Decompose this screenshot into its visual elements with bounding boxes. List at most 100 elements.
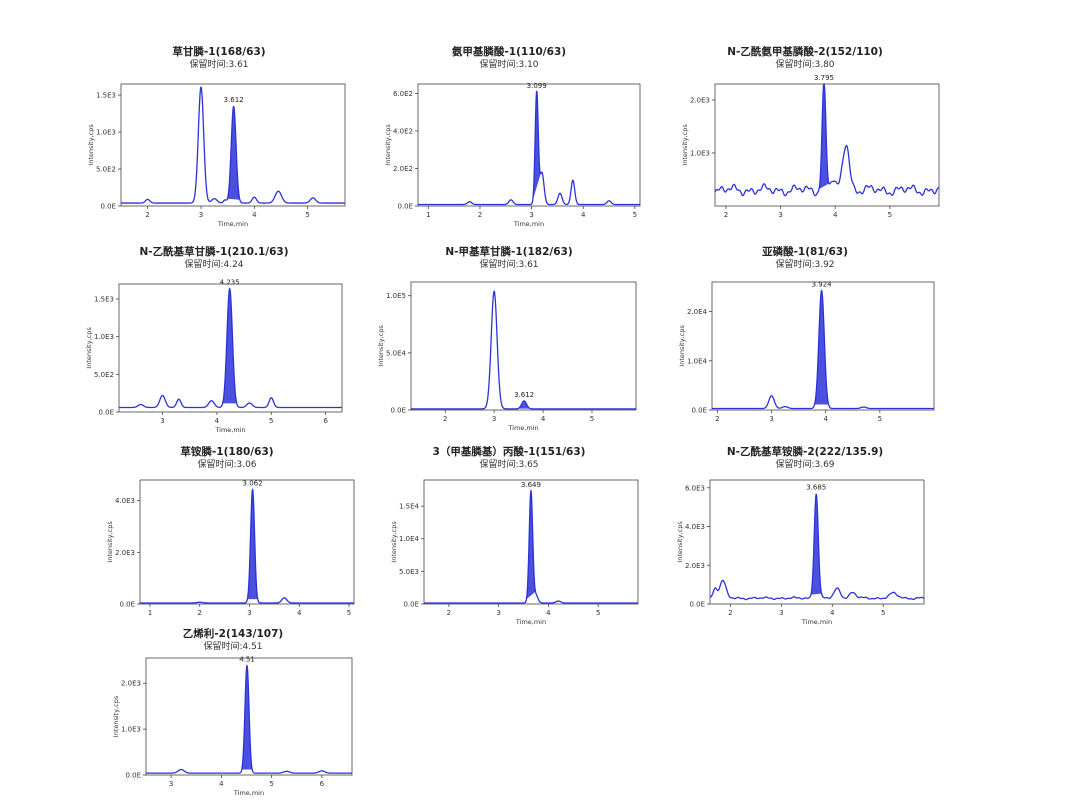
y-tick-label: 2.0E3 (121, 680, 141, 688)
y-axis-label: Intensity,cps (85, 327, 93, 369)
chart-panel-8: 3（甲基膦基）丙酸-1(151/63) 保留时间:3.65 0.0E 5.0E3 1… (368, 444, 650, 634)
x-tick-label: 4 (297, 609, 302, 617)
x-tick-label: 5 (269, 780, 273, 788)
chart-subtitle: 保留时间:3.69 (775, 460, 835, 470)
x-axis-label: Time,min (801, 618, 832, 626)
y-tick-label: 5.0E2 (96, 166, 116, 174)
peak-label: 3.612 (514, 391, 534, 399)
chromatogram-trace (139, 488, 355, 604)
y-tick-label: 1.0E3 (121, 726, 141, 734)
x-tick-label: 3 (778, 211, 782, 219)
chart-plot: 0.0E 5.0E2 1.0E3 1.5E3 2 3 4 5 Time,min Intensity… (87, 83, 346, 228)
chart-panel-7: 草铵膦-1(180/63) 保留时间:3.06 0.0E 2.0E3 4.0E3 1 2… (90, 444, 364, 634)
x-tick-label: 3 (247, 609, 251, 617)
chart-title: 亚磷酸-1(81/63) (762, 246, 848, 258)
plot-frame (410, 281, 637, 411)
y-tick-label: 5.0E3 (399, 568, 419, 576)
x-tick-label: 3 (529, 211, 533, 219)
y-tick-label: 2.0E3 (690, 96, 710, 104)
chart-title: 草甘膦-1(168/63) (172, 46, 266, 58)
y-axis-label: Intensity,cps (390, 521, 398, 563)
plot-frame (709, 479, 925, 605)
y-tick-label: 5.0E4 (386, 349, 407, 357)
chromatogram-trace (410, 290, 637, 410)
y-tick-label: 4.0E3 (685, 523, 705, 531)
x-tick-label: 2 (145, 211, 149, 219)
chart-panel-3: N-乙酰氨甲基膦酸-2(152/110) 保留时间:3.80 1.0E3 2.0E… (664, 44, 946, 234)
x-tick-label: 4 (546, 609, 551, 617)
integrated-peak-area (814, 290, 829, 405)
chart-panel-5: N-甲基草甘膦-1(182/63) 保留时间:3.61 0.0E 5.0E4 1.0… (368, 244, 650, 439)
x-tick-label: 2 (197, 609, 201, 617)
y-tick-label: 1.5E4 (399, 503, 420, 511)
y-tick-label: 0.0E (390, 407, 406, 415)
chart-plot: 0.0E 5.0E3 1.0E4 1.5E4 2 3 4 5 Time,min Intensity… (390, 479, 639, 626)
chart-plot: 1.0E3 2.0E3 2 3 4 5 Intensity,cps 3.795 (681, 74, 940, 219)
y-axis-label: Intensity,cps (87, 124, 95, 166)
x-axis-label: Time,min (233, 789, 264, 797)
x-tick-label: 3 (160, 417, 164, 425)
y-axis-label: Intensity,cps (676, 521, 684, 563)
chart-panel-9: N-乙酰基草铵膦-2(222/135.9) 保留时间:3.69 0.0E 2.0E… (664, 444, 946, 634)
x-tick-label: 3 (199, 211, 203, 219)
chart-subtitle: 保留时间:3.80 (775, 60, 835, 70)
x-tick-label: 4 (541, 415, 546, 423)
chart-panel-2: 氨甲基膦酸-1(110/63) 保留时间:3.10 0.0E 2.0E2 4.0E2… (368, 44, 650, 234)
chart-title: N-乙酰基草甘膦-1(210.1/63) (139, 246, 289, 258)
y-tick-label: 1.5E3 (96, 92, 116, 100)
y-tick-label: 1.0E4 (399, 535, 420, 543)
chart-title: 3（甲基膦基）丙酸-1(151/63) (432, 446, 586, 458)
x-axis-label: Time,min (217, 220, 248, 228)
plot-frame (118, 283, 343, 413)
y-tick-label: 2.0E3 (685, 562, 705, 570)
x-tick-label: 5 (305, 211, 309, 219)
chart-title: N-甲基草甘膦-1(182/63) (445, 246, 573, 258)
y-tick-label: 0.0E (397, 203, 413, 211)
y-tick-label: 5.0E2 (94, 371, 114, 379)
peak-label: 3.649 (521, 481, 541, 489)
plot-frame (714, 83, 940, 207)
chart-subtitle: 保留时间:3.10 (479, 60, 539, 70)
peak-label: 3.099 (527, 82, 547, 90)
chart-plot: 0.0E 1.0E4 2.0E4 2 3 4 5 Intensity,cps 3.924 (678, 280, 935, 423)
x-tick-label: 2 (443, 415, 447, 423)
chart-subtitle: 保留时间:3.92 (775, 260, 835, 270)
chart-title: 草铵膦-1(180/63) (180, 446, 274, 458)
x-axis-label: Time,min (507, 424, 538, 432)
chart-subtitle: 保留时间:4.24 (184, 260, 244, 270)
chart-subtitle: 保留时间:3.61 (189, 60, 249, 70)
y-tick-label: 1.0E5 (386, 292, 406, 300)
plot-frame (711, 281, 935, 411)
peak-label: 4.51 (239, 655, 255, 663)
chart-plot: 0.0E 5.0E4 1.0E5 2 3 4 5 Time,min Intensity,cps 3… (377, 281, 637, 432)
y-tick-label: 2.0E4 (687, 308, 708, 316)
plot-frame (145, 657, 353, 776)
x-tick-label: 4 (215, 417, 220, 425)
x-tick-label: 5 (269, 417, 273, 425)
y-tick-label: 0.0E (691, 407, 707, 415)
y-axis-label: Intensity,cps (106, 521, 114, 563)
y-tick-label: 6.0E2 (393, 90, 413, 98)
y-tick-label: 4.0E2 (393, 127, 413, 135)
y-tick-label: 1.0E4 (687, 357, 708, 365)
peak-label: 4.235 (220, 279, 240, 287)
plot-frame (120, 83, 346, 207)
chromatogram-trace (423, 489, 639, 604)
y-tick-label: 6.0E3 (685, 484, 705, 492)
y-tick-label: 4.0E3 (115, 497, 135, 505)
x-tick-label: 5 (590, 415, 594, 423)
integrated-peak-area (222, 288, 237, 404)
y-tick-label: 0.0E (100, 203, 116, 211)
chart-plot: 0.0E 2.0E3 4.0E3 1 2 3 4 5 Intensity,cps 3.062 (106, 479, 355, 617)
x-tick-label: 5 (633, 211, 637, 219)
x-tick-label: 5 (878, 415, 882, 423)
x-tick-label: 4 (833, 211, 838, 219)
y-axis-label: Intensity,cps (384, 124, 392, 166)
x-tick-label: 4 (823, 415, 828, 423)
x-tick-label: 5 (347, 609, 351, 617)
x-axis-label: Time,min (515, 618, 546, 626)
x-tick-label: 1 (426, 211, 430, 219)
chromatogram-trace (120, 86, 346, 204)
x-tick-label: 3 (492, 415, 496, 423)
chart-panel-10: 乙烯利-2(143/107) 保留时间:4.51 0.0E 1.0E3 2.0E3 3… (98, 626, 368, 804)
